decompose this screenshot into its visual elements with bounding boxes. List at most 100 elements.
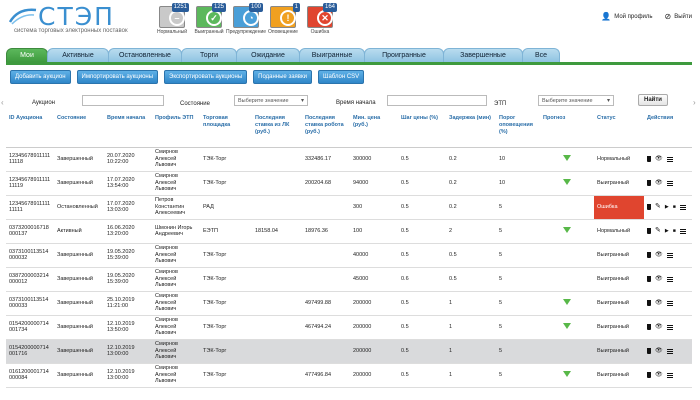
column-header[interactable]: Прогноз (540, 113, 594, 148)
edit-icon[interactable]: ✎ (655, 226, 661, 234)
column-header[interactable]: ID Аукциона (6, 113, 54, 148)
tab-2[interactable]: Остановленные (108, 48, 182, 62)
cell-threshold: 5 (496, 219, 540, 244)
list-icon[interactable] (666, 300, 673, 306)
eye-icon[interactable]: 👁 (655, 251, 663, 258)
stop-icon[interactable]: ■ (672, 227, 676, 234)
trash-icon[interactable] (647, 276, 651, 282)
etp-filter-select[interactable]: Выберите значение ▾ (538, 95, 614, 106)
column-header[interactable]: Порог оповещения (%) (496, 113, 540, 148)
cell-platform: ТЭК-Торг (200, 171, 252, 196)
column-header[interactable]: Шаг цены (%) (398, 113, 446, 148)
column-header[interactable]: Задержка (мин) (446, 113, 496, 148)
status-tile-error[interactable]: ✕ 164 Ошибка (303, 3, 337, 36)
trash-icon[interactable] (647, 300, 651, 306)
table-row[interactable]: 0373200016718 000137 Активный 16.06.2020 1… (6, 219, 692, 244)
trash-icon[interactable] (647, 372, 651, 378)
status-tile-warning[interactable]: ◔ 100 Предупреждение (226, 3, 266, 36)
export-auctions-button[interactable]: Экспортировать аукционы (164, 70, 248, 84)
eye-icon[interactable]: 👁 (655, 179, 663, 186)
table-row[interactable]: 0373100113514 000032 Завершенный 19.05.202… (6, 243, 692, 268)
table-row[interactable]: 12345678911111 11118 Завершенный 20.07.202… (6, 147, 692, 172)
column-header[interactable]: Профиль ЭТП (152, 113, 200, 148)
chevron-down-icon: ▾ (300, 98, 304, 104)
find-button[interactable]: Найти (638, 94, 668, 106)
auction-tabs: Мои Активные Остановленные Торги Ожидание Выи… (6, 48, 560, 62)
my-profile-link[interactable]: 👤 Мой профиль (601, 12, 652, 21)
edit-icon[interactable]: ✎ (655, 202, 661, 210)
cell-state: Завершенный (54, 147, 104, 172)
eye-icon[interactable]: 👁 (655, 275, 663, 282)
trash-icon[interactable] (647, 156, 651, 162)
list-icon[interactable] (666, 372, 673, 378)
tab-7[interactable]: Завершенные (443, 48, 523, 62)
table-row[interactable]: 0154200000714 001734 Завершенный 12.10.201… (6, 315, 692, 340)
list-icon[interactable] (679, 204, 686, 210)
cell-id: 0154200000714 001734 (6, 315, 54, 340)
table-row[interactable]: 0154200000714 001716 Завершенный 12.10.201… (6, 339, 692, 364)
table-row[interactable]: 0161200001714 000084 Завершенный 12.10.201… (6, 363, 692, 388)
play-icon[interactable]: ▶ (664, 227, 669, 234)
column-header[interactable]: Последняя ставка робота (руб.) (302, 113, 350, 148)
list-icon[interactable] (666, 324, 673, 330)
column-header[interactable]: Состояние (54, 113, 104, 148)
state-filter-select[interactable]: Выберите значение ▾ (234, 95, 308, 106)
eye-icon[interactable]: 👁 (655, 347, 663, 354)
import-auctions-button[interactable]: Импортировать аукционы (76, 70, 159, 84)
table-row[interactable]: 12345678911111 11119 Завершенный 17.07.202… (6, 171, 692, 196)
logout-label: Выйти (674, 13, 692, 20)
tab-0[interactable]: Мои (6, 48, 48, 62)
scroll-right-icon[interactable]: › (693, 98, 696, 107)
list-icon[interactable] (666, 156, 673, 162)
add-auction-button[interactable]: Добавить аукцион (10, 70, 71, 84)
csv-template-button[interactable]: Шаблон CSV (317, 70, 365, 84)
column-header[interactable]: Действия (644, 113, 692, 148)
list-icon[interactable] (666, 348, 673, 354)
column-header[interactable]: Последняя ставка из ЛК (руб.) (252, 113, 302, 148)
list-icon[interactable] (679, 228, 686, 234)
tab-5[interactable]: Выигранные (299, 48, 365, 62)
submitted-bids-button[interactable]: Поданные заявки (253, 70, 312, 84)
status-tile-normal[interactable]: –1251 Нормальный (155, 3, 189, 36)
logo[interactable]: СТЭП система торговых электронных постав… (8, 4, 148, 36)
stop-icon[interactable]: ■ (672, 203, 676, 210)
cell-lk-bid (252, 147, 302, 172)
tab-3[interactable]: Торги (181, 48, 237, 62)
play-icon[interactable]: ▶ (664, 203, 669, 210)
cell-min-price: 200000 (350, 315, 398, 340)
trash-icon[interactable] (647, 228, 651, 234)
cell-actions: 👁 (644, 243, 692, 268)
cell-step: 0.5 (398, 243, 446, 268)
scroll-left-icon[interactable]: ‹ (1, 98, 4, 107)
table-row[interactable]: 0387200003214 000012 Завершенный 19.05.202… (6, 267, 692, 292)
list-icon[interactable] (666, 276, 673, 282)
tab-8[interactable]: Все (522, 48, 560, 62)
status-tile-alert[interactable]: ! 1 Оповещение (266, 3, 300, 36)
column-header[interactable]: Статус (594, 113, 644, 148)
cell-threshold: 5 (496, 339, 540, 364)
start-time-filter-input[interactable] (387, 95, 487, 106)
cell-status: Выигранный (594, 291, 644, 316)
eye-icon[interactable]: 👁 (655, 155, 663, 162)
column-header[interactable]: Время начала (104, 113, 152, 148)
logout-link[interactable]: ⊘ Выйти (665, 12, 692, 21)
tab-4[interactable]: Ожидание (236, 48, 300, 62)
table-row[interactable]: 0373100113514 000033 Завершенный 25.10.201… (6, 291, 692, 316)
trash-icon[interactable] (647, 204, 651, 210)
column-header[interactable]: Мин. цена (руб.) (350, 113, 398, 148)
trash-icon[interactable] (647, 180, 651, 186)
tab-1[interactable]: Активные (47, 48, 109, 62)
table-row[interactable]: 12345678911111 11111 Остановленный 17.07.2… (6, 195, 692, 220)
trash-icon[interactable] (647, 348, 651, 354)
eye-icon[interactable]: 👁 (655, 371, 663, 378)
auction-filter-input[interactable] (82, 95, 164, 106)
column-header[interactable]: Торговая площадка (200, 113, 252, 148)
eye-icon[interactable]: 👁 (655, 299, 663, 306)
status-tile-won[interactable]: ✓ 125 Выигранный (192, 3, 226, 36)
list-icon[interactable] (666, 180, 673, 186)
trash-icon[interactable] (647, 324, 651, 330)
list-icon[interactable] (666, 252, 673, 258)
tab-6[interactable]: Проигранные (364, 48, 444, 62)
eye-icon[interactable]: 👁 (655, 323, 663, 330)
trash-icon[interactable] (647, 252, 651, 258)
